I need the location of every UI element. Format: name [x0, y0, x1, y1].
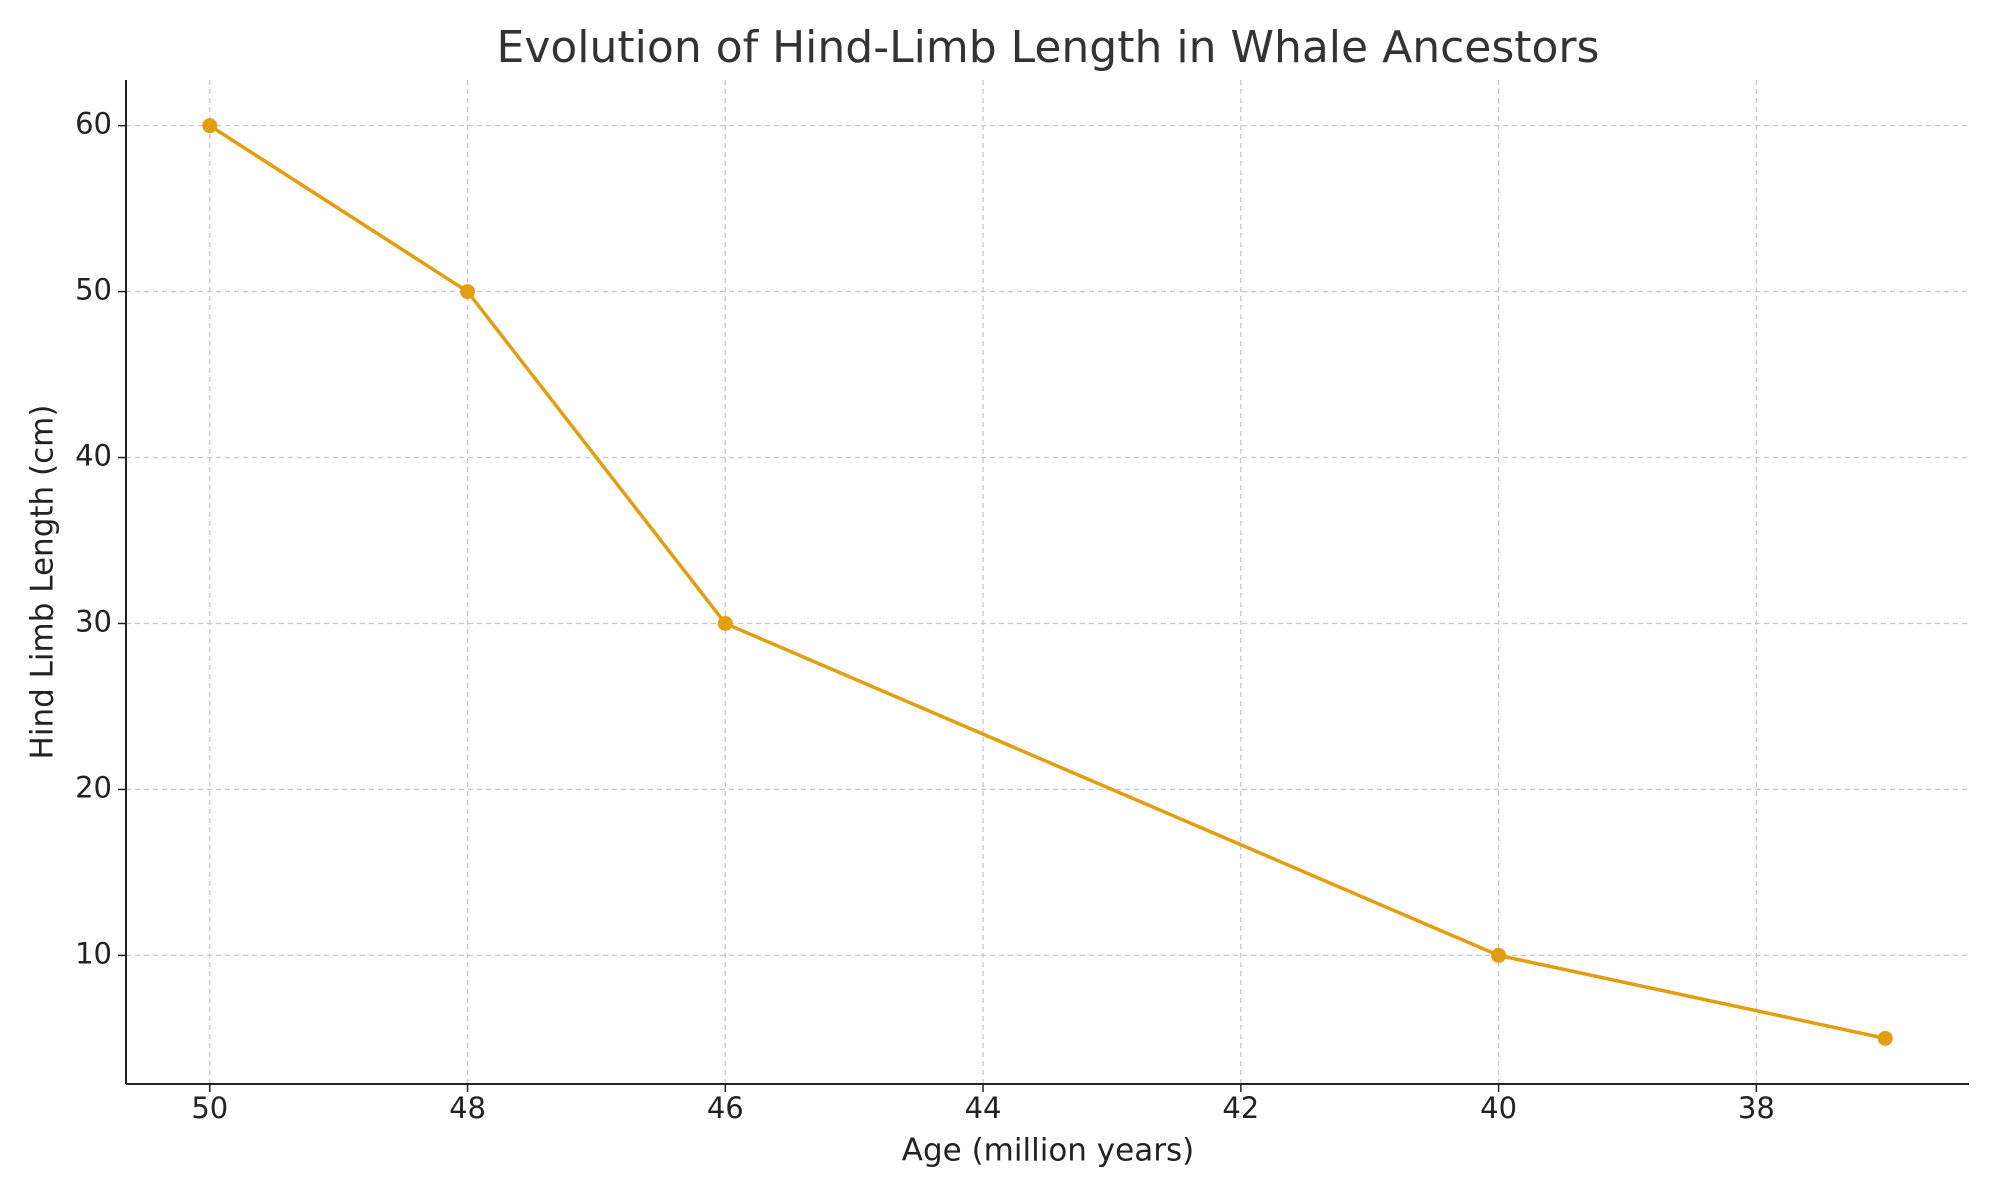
y-tick-label: 50 [75, 273, 112, 307]
x-tick-label: 46 [707, 1091, 744, 1125]
y-tick-label: 20 [75, 770, 112, 804]
x-tick-label: 50 [191, 1091, 228, 1125]
data-point [1491, 947, 1507, 963]
x-tick-label: 38 [1738, 1091, 1775, 1125]
data-line [208, 124, 1886, 1041]
x-tick-label: 48 [449, 1091, 486, 1125]
data-point [1877, 1030, 1893, 1046]
y-axis-label: Hind Limb Length (cm) [25, 405, 61, 760]
data-point [202, 118, 218, 134]
y-tick-label: 40 [75, 439, 112, 473]
y-tick-label: 60 [75, 107, 112, 141]
y-tick-label: 10 [75, 936, 112, 970]
data-point [460, 284, 476, 300]
x-tick-label: 44 [965, 1091, 1002, 1125]
x-tick-label: 42 [1222, 1091, 1259, 1125]
x-axis-label: Age (million years) [902, 1133, 1194, 1169]
data-point [717, 615, 733, 631]
y-tick-label: 30 [75, 604, 112, 638]
x-tick-label: 40 [1480, 1091, 1517, 1125]
chart-title: Evolution of Hind-Limb Length in Whale A… [497, 22, 1600, 73]
